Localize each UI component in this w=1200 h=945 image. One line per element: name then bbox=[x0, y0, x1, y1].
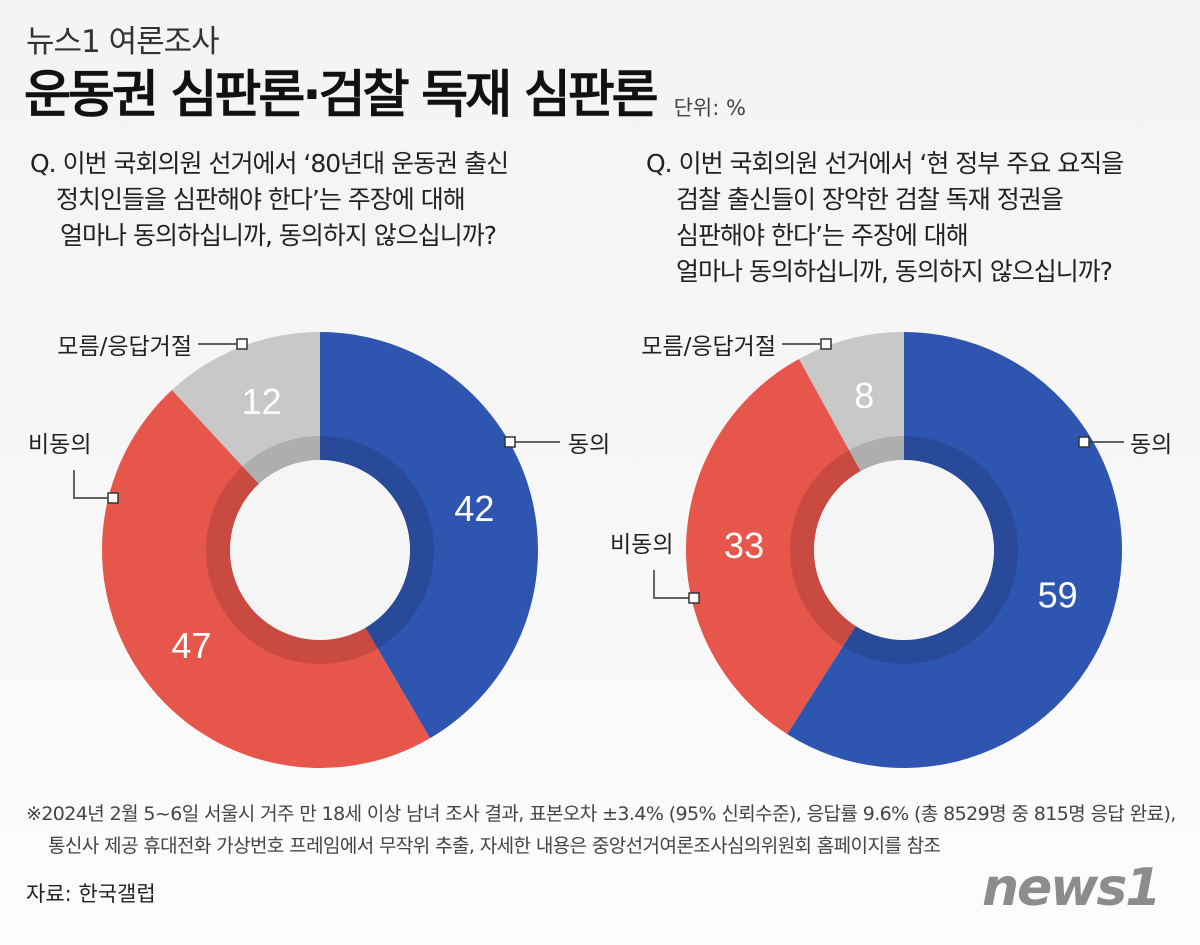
legend-label-agree: 동의 bbox=[568, 432, 610, 458]
callout-marker-disagree bbox=[107, 492, 119, 504]
slice-agree bbox=[320, 332, 538, 739]
unit-label: 단위: % bbox=[673, 96, 746, 120]
question-1-line: 얼마나 동의하십니까, 동의하지 않으십니까? bbox=[60, 221, 497, 250]
value-label-disagree: 47 bbox=[171, 625, 211, 666]
slice-unknown bbox=[171, 332, 320, 484]
callout-marker-agree bbox=[1078, 436, 1090, 448]
value-label-unknown: 12 bbox=[242, 381, 282, 422]
legend-label-unknown: 모름/응답거절 bbox=[57, 334, 192, 360]
legend-label-disagree: 비동의 bbox=[28, 432, 91, 458]
footnote: ※2024년 2월 5~6일 서울시 거주 만 18세 이상 남녀 조사 결과,… bbox=[26, 798, 1176, 862]
legend-label-agree: 동의 bbox=[1130, 432, 1172, 458]
value-label-unknown: 8 bbox=[854, 375, 874, 416]
slice-disagree bbox=[686, 358, 861, 735]
question-2-line: 얼마나 동의하십니까, 동의하지 않으십니까? bbox=[676, 257, 1113, 286]
slice-unknown bbox=[798, 332, 904, 472]
question-1-line: Q. 이번 국회의원 선거에서 ‘80년대 운동권 출신 bbox=[30, 149, 509, 178]
question-2: Q. 이번 국회의원 선거에서 ‘현 정부 주요 요직을 검찰 출신들이 장악한… bbox=[646, 146, 1124, 290]
title-row: 운동권 심판론·검찰 독재 심판론 단위: % bbox=[24, 66, 746, 126]
value-label-agree: 59 bbox=[1038, 575, 1078, 616]
question-2-line: 검찰 출신들이 장악한 검찰 독재 정권을 bbox=[676, 185, 1064, 214]
donut-hole bbox=[230, 460, 410, 640]
callout-line-disagree bbox=[653, 570, 694, 599]
brand-label: 뉴스1 여론조사 bbox=[26, 24, 220, 60]
callout-marker-unknown bbox=[236, 338, 248, 350]
slice-agree bbox=[787, 332, 1122, 768]
footnote-line: 통신사 제공 휴대전화 가상번호 프레임에서 무작위 추출, 자세한 내용은 중… bbox=[48, 835, 941, 857]
callout-marker-disagree bbox=[688, 592, 700, 604]
slice-disagree bbox=[101, 389, 430, 768]
callout-marker-agree bbox=[504, 436, 516, 448]
inner-shadow-ring bbox=[206, 436, 434, 664]
inner-shadow-ring bbox=[790, 436, 1018, 664]
value-label-disagree: 33 bbox=[724, 525, 764, 566]
question-1: Q. 이번 국회의원 선거에서 ‘80년대 운동권 출신 정치인들을 심판해야 … bbox=[30, 146, 509, 254]
question-2-line: 심판해야 한다’는 주장에 대해 bbox=[676, 221, 969, 250]
news1-logo: news1 bbox=[982, 858, 1161, 918]
source-label: 자료: 한국갤럽 bbox=[26, 882, 156, 906]
legend-label-unknown: 모름/응답거절 bbox=[641, 334, 776, 360]
value-label-agree: 42 bbox=[454, 488, 494, 529]
callout-line-disagree bbox=[73, 470, 113, 499]
page-title: 운동권 심판론·검찰 독재 심판론 bbox=[24, 66, 659, 125]
footnote-line: ※2024년 2월 5~6일 서울시 거주 만 18세 이상 남녀 조사 결과,… bbox=[26, 803, 1176, 825]
question-1-line: 정치인들을 심판해야 한다’는 주장에 대해 bbox=[56, 185, 466, 214]
callout-marker-unknown bbox=[820, 338, 832, 350]
donut-hole bbox=[814, 460, 994, 640]
legend-label-disagree: 비동의 bbox=[610, 532, 673, 558]
question-2-line: Q. 이번 국회의원 선거에서 ‘현 정부 주요 요직을 bbox=[646, 149, 1124, 178]
